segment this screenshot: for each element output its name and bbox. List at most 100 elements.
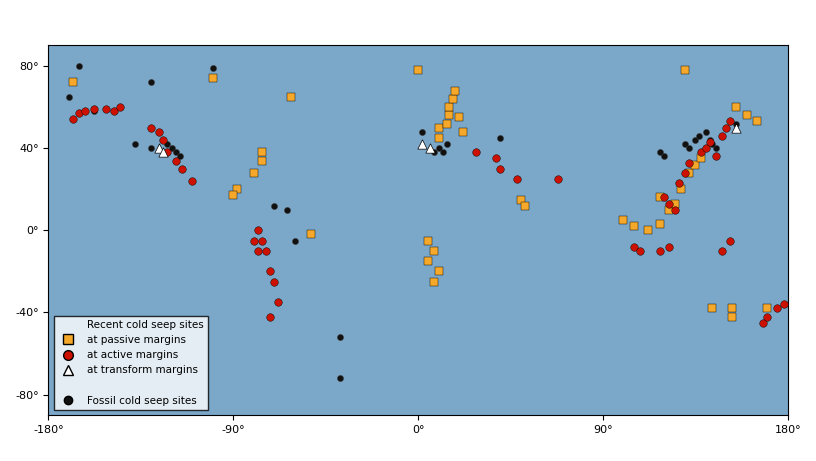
Point: [272, 299, 285, 306]
Point: [442, 103, 455, 111]
Point: [514, 196, 527, 203]
Point: [113, 103, 126, 111]
Point: [165, 144, 178, 152]
Point: [678, 141, 691, 148]
Point: [678, 169, 691, 177]
Point: [428, 278, 441, 285]
Point: [227, 192, 240, 199]
Point: [62, 93, 75, 100]
Point: [73, 62, 86, 70]
Point: [682, 169, 695, 177]
Point: [693, 132, 706, 140]
Point: [730, 124, 743, 131]
Point: [264, 268, 277, 275]
Point: [716, 132, 729, 140]
Point: [436, 148, 449, 156]
Point: [730, 120, 743, 127]
Point: [411, 66, 424, 74]
Point: [695, 148, 708, 156]
Point: [432, 144, 445, 152]
Point: [79, 107, 92, 115]
Point: [724, 237, 737, 244]
Point: [66, 116, 79, 123]
Point: [185, 177, 198, 185]
Point: [255, 237, 268, 244]
Point: [100, 106, 113, 113]
Point: [617, 216, 630, 224]
Point: [494, 165, 507, 172]
Point: [161, 148, 174, 156]
Point: [284, 93, 297, 100]
Point: [695, 155, 708, 162]
Point: [73, 110, 86, 117]
Point: [751, 118, 764, 125]
Point: [725, 305, 738, 312]
Point: [432, 268, 445, 275]
Point: [415, 128, 428, 136]
Point: [144, 144, 157, 152]
Point: [259, 247, 273, 254]
Point: [674, 186, 687, 193]
Point: [255, 148, 268, 156]
Point: [771, 305, 784, 312]
Point: [518, 202, 531, 209]
Point: [716, 247, 729, 254]
Point: [654, 220, 667, 228]
Point: [169, 157, 182, 164]
Point: [247, 237, 260, 244]
Point: [169, 157, 182, 164]
Point: [66, 79, 79, 86]
Point: [288, 237, 301, 244]
Point: [720, 124, 733, 131]
Point: [705, 305, 718, 312]
Point: [678, 66, 691, 74]
Point: [128, 141, 141, 148]
Point: [428, 247, 441, 254]
Point: [761, 305, 774, 312]
Point: [432, 124, 445, 131]
Point: [446, 95, 459, 103]
Point: [87, 106, 100, 113]
Point: [689, 161, 702, 168]
Point: [654, 148, 667, 156]
Point: [206, 75, 220, 82]
Point: [628, 223, 641, 230]
Point: [424, 144, 437, 152]
Point: [703, 138, 716, 146]
Point: [268, 278, 281, 285]
Point: [231, 186, 244, 193]
Point: [422, 257, 435, 265]
Point: [153, 128, 166, 136]
Point: [662, 243, 675, 250]
Point: [756, 319, 769, 326]
Point: [415, 141, 428, 148]
Point: [304, 231, 317, 238]
Point: [169, 148, 182, 156]
Point: [668, 200, 681, 207]
Point: [469, 148, 482, 156]
Point: [175, 165, 188, 172]
Point: [668, 206, 681, 213]
Point: [672, 179, 685, 187]
Point: [641, 227, 654, 234]
Legend: Recent cold seep sites, at passive margins, at active margins, at transform marg: Recent cold seep sites, at passive margi…: [54, 316, 208, 410]
Point: [264, 313, 277, 320]
Point: [255, 157, 268, 164]
Point: [422, 237, 435, 244]
Point: [705, 141, 718, 148]
Point: [428, 148, 441, 156]
Point: [709, 153, 722, 160]
Point: [453, 114, 466, 121]
Point: [628, 243, 641, 250]
Point: [441, 141, 454, 148]
Point: [494, 134, 507, 142]
Point: [658, 153, 671, 160]
Point: [334, 374, 347, 382]
Point: [247, 169, 260, 177]
Point: [280, 206, 293, 213]
Point: [334, 333, 347, 341]
Point: [510, 175, 523, 183]
Point: [777, 301, 790, 308]
Point: [730, 103, 743, 111]
Point: [144, 79, 157, 86]
